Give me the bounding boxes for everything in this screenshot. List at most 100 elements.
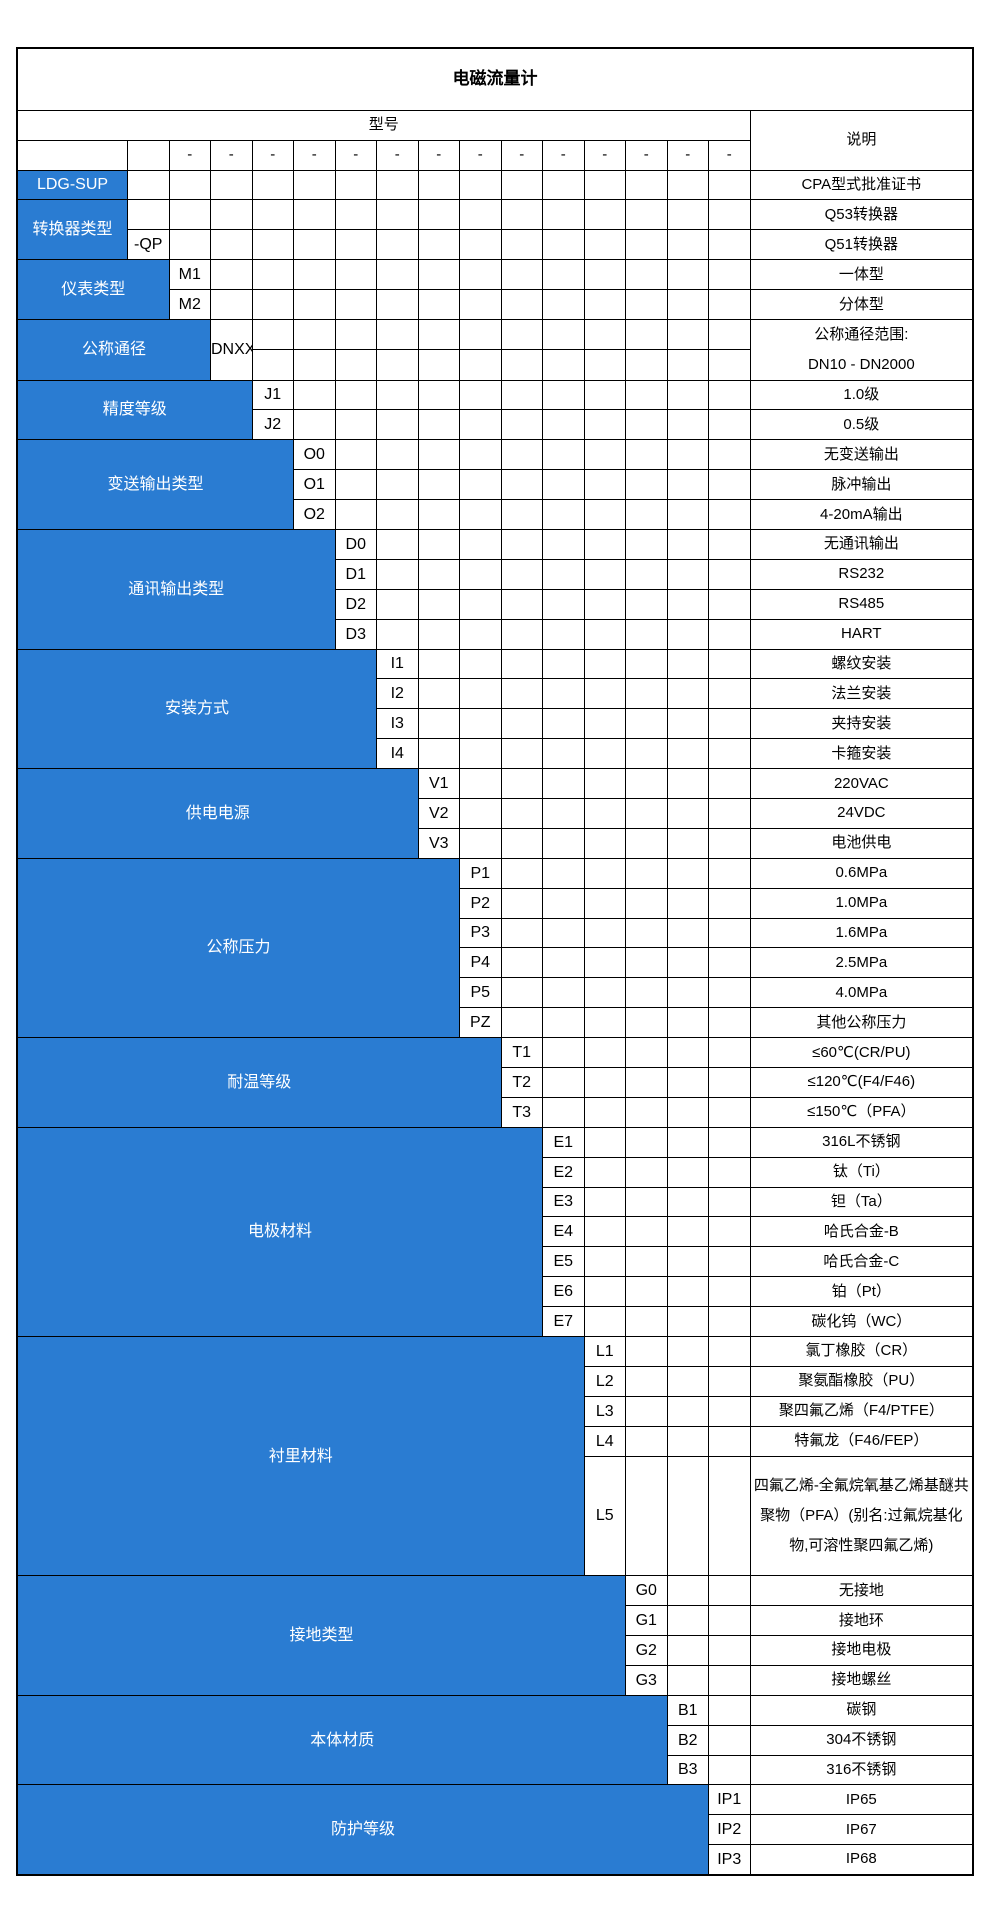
empty-cell: [625, 558, 668, 590]
description-cell: IP65: [749, 1784, 974, 1816]
description-cell: 0.5级: [749, 409, 974, 441]
empty-cell: [666, 1007, 709, 1039]
empty-cell: [417, 349, 460, 381]
code-cell: L4: [583, 1425, 626, 1457]
empty-cell: [459, 229, 502, 261]
empty-cell: [417, 229, 460, 261]
empty-cell: [542, 738, 585, 770]
description-cell: 铂（Pt）: [749, 1276, 974, 1308]
empty-cell: [417, 588, 460, 620]
description-cell: IP67: [749, 1814, 974, 1846]
code-cell: P4: [459, 947, 502, 979]
empty-cell: [500, 409, 543, 441]
description-cell: 四氟乙烯-全氟烷氧基乙烯基醚共聚物（PFA）(别名:过氟烷基化物,可溶性聚四氟乙…: [749, 1455, 974, 1577]
empty-cell: [459, 499, 502, 530]
code-cell: V2: [417, 798, 460, 829]
empty-cell: [542, 947, 585, 979]
empty-cell: [583, 1186, 626, 1218]
code-cell: D2: [334, 588, 377, 620]
empty-cell: [500, 229, 543, 261]
empty-cell: [666, 1126, 709, 1158]
empty-cell: [251, 318, 294, 351]
empty-cell: [666, 1336, 709, 1367]
empty-cell: [293, 229, 336, 261]
empty-cell: [542, 678, 585, 710]
empty-cell: [625, 947, 668, 979]
empty-cell: [666, 678, 709, 710]
code-cell: E5: [542, 1246, 585, 1278]
empty-cell: [293, 169, 336, 201]
empty-cell: [417, 169, 460, 201]
description-cell: 螺纹安装: [749, 648, 974, 680]
empty-cell: [666, 768, 709, 800]
empty-cell: [708, 229, 751, 261]
empty-cell: [666, 1096, 709, 1128]
empty-cell: [583, 977, 626, 1009]
empty-cell: [168, 169, 211, 201]
empty-cell: [500, 529, 543, 560]
code-cell: O2: [293, 499, 336, 530]
empty-cell: [500, 1007, 543, 1039]
category-cell: 变送输出类型: [16, 439, 294, 530]
empty-cell: [376, 318, 419, 351]
empty-cell: [459, 349, 502, 381]
description-cell: 哈氏合金-B: [749, 1216, 974, 1248]
description-cell: 夹持安装: [749, 708, 974, 740]
empty-cell: [376, 618, 419, 650]
empty-cell: [500, 379, 543, 411]
empty-cell: [583, 558, 626, 590]
code-cell: -QP: [127, 229, 170, 261]
description-cell: 4-20mA输出: [749, 499, 974, 530]
code-cell: O0: [293, 439, 336, 471]
empty-cell: [666, 1605, 709, 1636]
empty-cell: [542, 199, 585, 231]
empty-cell: [376, 199, 419, 231]
empty-cell: [583, 469, 626, 501]
dash-separator-cell: -: [666, 139, 709, 171]
empty-cell: [168, 229, 211, 261]
code-cell: L5: [583, 1455, 626, 1577]
empty-cell: [583, 379, 626, 411]
empty-cell: [666, 827, 709, 859]
empty-cell: [334, 439, 377, 471]
empty-cell: [251, 289, 294, 320]
empty-cell: [708, 977, 751, 1009]
empty-cell: [376, 588, 419, 620]
code-cell: G2: [625, 1634, 668, 1666]
description-cell: 聚四氟乙烯（F4/PTFE）: [749, 1395, 974, 1427]
empty-cell: [625, 678, 668, 710]
empty-cell: [334, 199, 377, 231]
empty-cell: [625, 169, 668, 201]
empty-cell: [708, 618, 751, 650]
empty-cell: [708, 1664, 751, 1696]
category-cell: 通讯输出类型: [16, 529, 336, 650]
empty-cell: [334, 259, 377, 291]
empty-cell: [500, 947, 543, 979]
empty-cell: [417, 289, 460, 320]
code-cell: P1: [459, 857, 502, 889]
empty-cell: [625, 499, 668, 530]
empty-cell: [583, 947, 626, 979]
code-cell: E2: [542, 1156, 585, 1188]
empty-cell: [542, 1007, 585, 1039]
empty-cell: [583, 1216, 626, 1248]
empty-cell: [666, 1575, 709, 1607]
empty-cell: [708, 1216, 751, 1248]
code-cell: V1: [417, 768, 460, 800]
empty-cell: [625, 1096, 668, 1128]
empty-cell: [583, 1156, 626, 1188]
empty-cell: [542, 529, 585, 560]
empty-cell: [666, 1634, 709, 1666]
code-cell: G3: [625, 1664, 668, 1696]
code-cell: E7: [542, 1306, 585, 1338]
empty-cell: [625, 409, 668, 441]
model-selection-table: 电磁流量计 型号 说明 -------------- LDG-SUP CPA型式批…: [16, 47, 975, 1876]
category-cell: 公称压力: [16, 857, 460, 1039]
empty-cell: [417, 499, 460, 530]
empty-cell: [334, 379, 377, 411]
empty-cell: [542, 318, 585, 351]
empty-cell: [666, 1276, 709, 1308]
empty-cell: [334, 469, 377, 501]
empty-cell: [334, 229, 377, 261]
empty-cell: [708, 917, 751, 949]
